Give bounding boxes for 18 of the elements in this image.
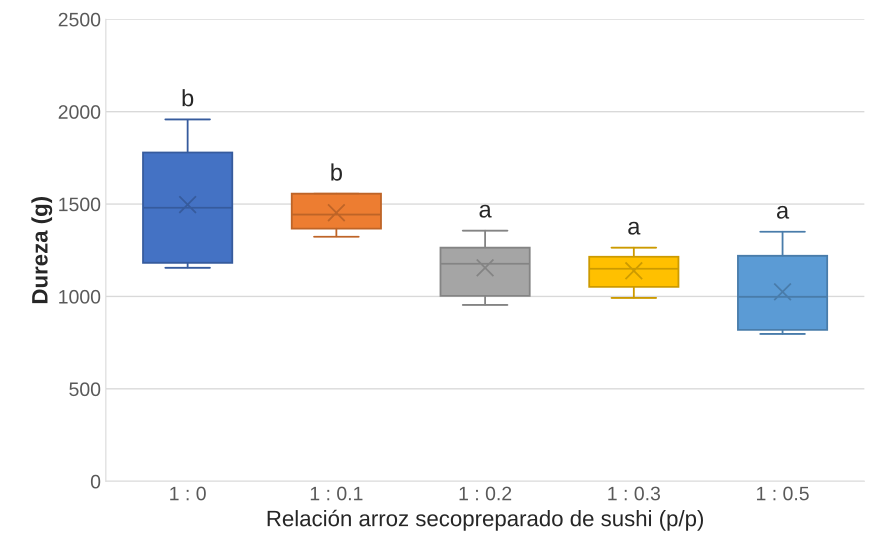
x-tick-label: 1 : 0.2 [460, 486, 512, 500]
x-axis-title: Relación arroz secopreparado de sushi (p/p) [268, 510, 703, 531]
x-tick-label: 1 : 0.1 [310, 486, 362, 500]
x-tick-label: 1 : 0.5 [757, 486, 809, 500]
x-tick-label: 1 : 0.3 [608, 486, 660, 500]
x-tick-label: 1 : 0 [170, 486, 206, 500]
y-tick-label: 2500 [58, 12, 100, 26]
annotation: a [776, 206, 790, 219]
annotation: a [480, 204, 492, 218]
y-axis-title: Dureza (g) [31, 197, 52, 304]
annotation: b [182, 89, 194, 106]
y-tick-label: 0 [90, 474, 100, 488]
annotation: a [628, 222, 640, 235]
y-tick-label: 500 [69, 382, 100, 396]
y-tick-label: 1000 [59, 290, 100, 304]
annotation: b [331, 163, 342, 181]
y-tick-label: 1500 [59, 198, 100, 212]
y-tick-label: 2000 [58, 105, 100, 119]
